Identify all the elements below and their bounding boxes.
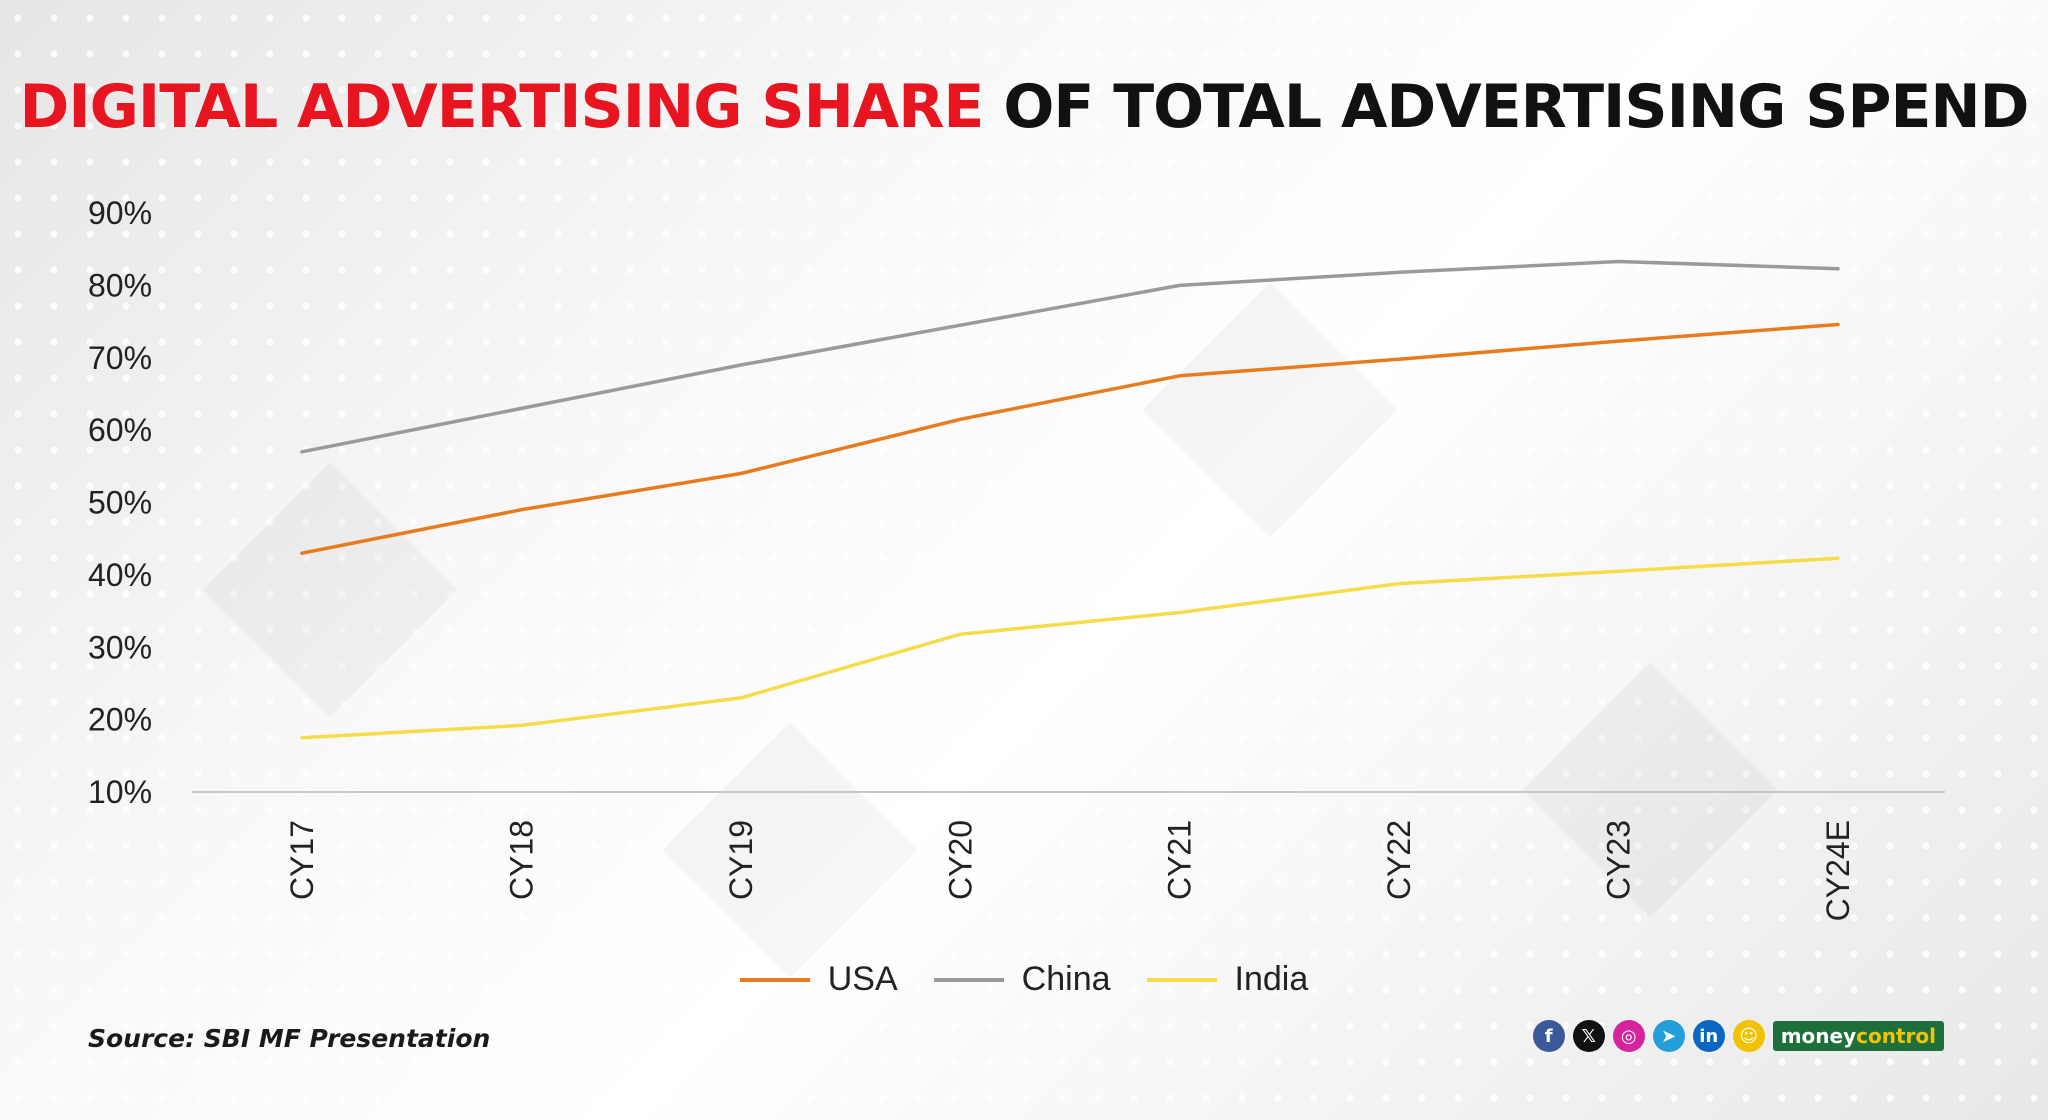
telegram-icon[interactable]: ➤: [1652, 1020, 1685, 1052]
legend-item-india: India: [1146, 960, 1309, 999]
moneycontrol-logo[interactable]: money control: [1772, 1021, 1944, 1051]
x-tick-label: CY23: [1601, 820, 1637, 900]
y-tick-label: 70%: [88, 340, 152, 376]
series-line-usa: [300, 322, 1840, 555]
instagram-icon[interactable]: ◎: [1612, 1020, 1645, 1052]
x-tick-label: CY17: [284, 820, 320, 900]
y-tick-label: 80%: [88, 267, 152, 303]
legend-label: India: [1234, 960, 1309, 998]
title-rest: OF TOTAL ADVERTISING SPEND: [1003, 72, 2029, 142]
chart-title: DIGITAL ADVERTISING SHARE OF TOTAL ADVER…: [0, 72, 2048, 142]
legend-label: China: [1021, 960, 1111, 998]
legend-label: USA: [827, 960, 898, 998]
legend-swatch: [1146, 977, 1217, 982]
x-tick-label: CY24E: [1820, 820, 1856, 921]
series-line-india: [300, 556, 1840, 740]
y-tick-label: 50%: [88, 485, 152, 521]
legend-swatch: [739, 977, 810, 982]
x-tick-label: CY20: [942, 820, 978, 900]
legend: USA China India: [0, 960, 2048, 999]
facebook-icon[interactable]: f: [1532, 1020, 1565, 1052]
x-tick-label: CY19: [723, 820, 759, 900]
x-tick-label: CY22: [1381, 820, 1417, 900]
legend-item-china: China: [933, 960, 1111, 999]
footer-brand-bar: f 𝕏 ◎ ➤ in ☺ money control: [1532, 1020, 1944, 1052]
brand-text-a: money: [1780, 1024, 1857, 1048]
title-highlight: DIGITAL ADVERTISING SHARE: [19, 72, 985, 142]
series-line-china: [300, 259, 1840, 454]
source-note: Source: SBI MF Presentation: [88, 1024, 491, 1053]
y-tick-label: 30%: [88, 629, 152, 665]
legend-item-usa: USA: [739, 960, 898, 999]
line-chart: 10% 20% 30% 40% 50% 60% 70% 80% 90% CY17 CY18 CY19 C…: [88, 195, 1945, 921]
y-tick-label: 90%: [88, 195, 152, 231]
snapchat-icon[interactable]: ☺: [1732, 1020, 1765, 1052]
y-tick-label: 60%: [88, 412, 152, 448]
y-tick-label: 20%: [88, 702, 152, 738]
legend-swatch: [933, 977, 1004, 982]
x-tick-label: CY18: [503, 820, 539, 900]
social-icons: f 𝕏 ◎ ➤ in ☺: [1532, 1020, 1765, 1052]
brand-text-b: control: [1856, 1024, 1936, 1048]
y-tick-label: 40%: [88, 557, 152, 593]
x-icon[interactable]: 𝕏: [1572, 1020, 1605, 1052]
y-tick-label: 10%: [88, 774, 152, 810]
x-tick-label: CY21: [1162, 820, 1198, 900]
linkedin-icon[interactable]: in: [1692, 1020, 1725, 1052]
